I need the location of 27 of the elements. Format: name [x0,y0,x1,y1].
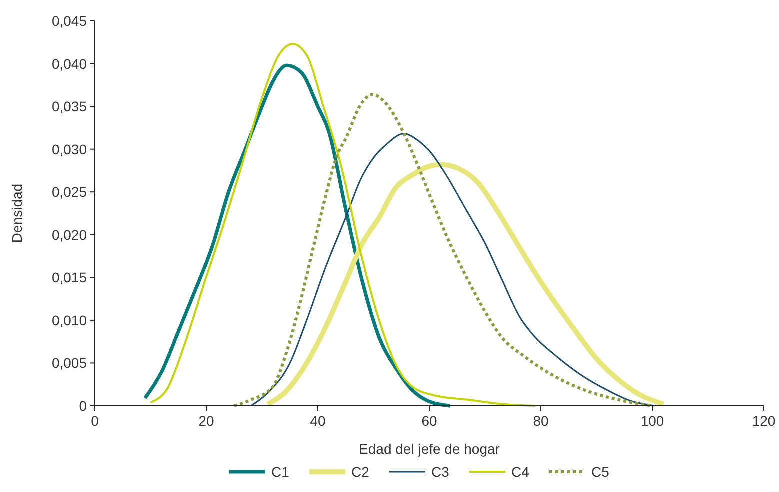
x-tick-label: 100 [640,413,664,429]
x-tick-label: 20 [198,413,214,429]
y-tick-label: 0,005 [52,355,88,372]
x-tick-label: 40 [310,413,326,429]
y-tick-label: 0,010 [52,312,88,328]
y-tick-label: 0,040 [52,56,88,72]
y-tick-label: 0,035 [52,98,88,115]
line-series [143,64,452,408]
line-series [150,43,536,407]
legend-label: C5 [592,464,610,480]
x-tick-label: 60 [422,413,438,429]
y-tick-label: 0,030 [52,141,88,158]
y-tick-label: 0,020 [52,226,88,243]
x-tick-label: 80 [533,413,549,429]
x-tick-label: 0 [91,413,100,429]
legend-label: C1 [272,464,290,480]
legend-label: C3 [432,464,450,480]
y-tick-label: 0 [79,398,88,414]
legend-label: C2 [352,464,370,480]
y-tick-label: 0,025 [52,184,88,200]
y-tick-label: 0,015 [52,270,88,286]
x-axis-title: Edad del jefe de hogar [359,441,500,457]
y-tick-label: 0,045 [52,13,88,29]
y-axis-title: Densidad [9,184,25,244]
legend-label: C4 [512,464,530,480]
line-series [250,133,656,407]
x-tick-label: 120 [752,413,776,429]
